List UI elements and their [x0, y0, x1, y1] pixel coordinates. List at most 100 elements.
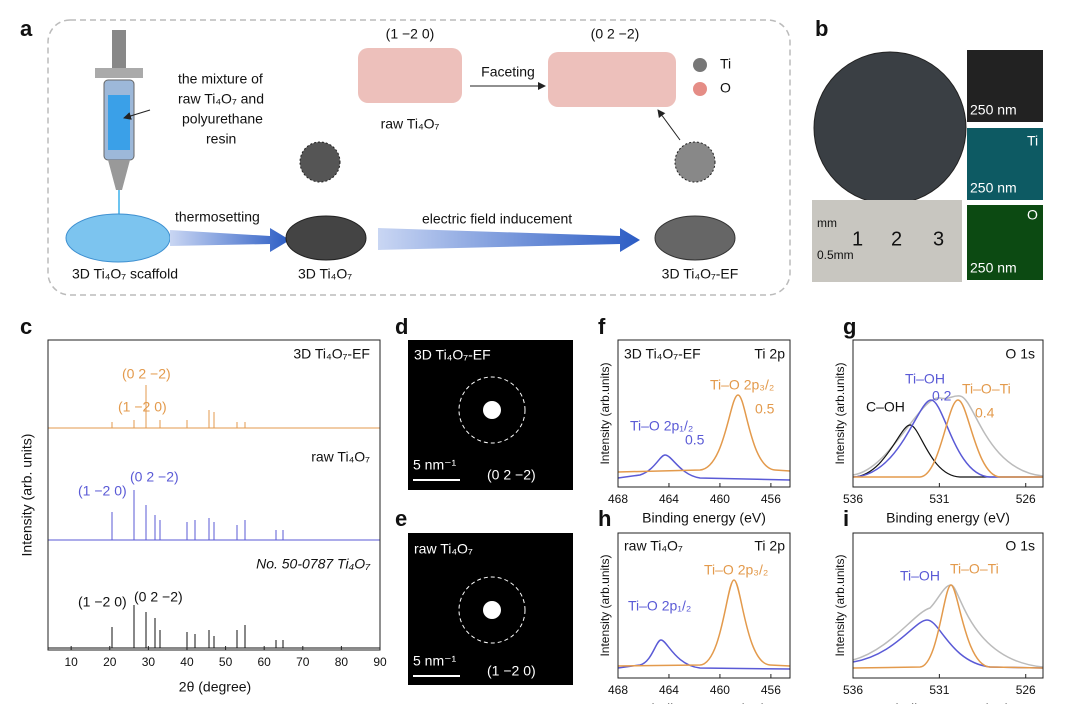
y-label: Intensity (arb.units) — [598, 554, 612, 656]
trace-name: No. 50-0787 Ti₄O₇ — [256, 556, 371, 572]
ruler-unit: mm — [817, 216, 837, 230]
zoom — [299, 141, 341, 183]
panel-g: g O 1s C–OH Ti–OH 0.2 Ti–O–Ti 0.4 — [843, 314, 1044, 478]
x-tick-label: 531 — [929, 683, 949, 697]
x-tick-label: 456 — [761, 683, 781, 697]
x-tick-label: 526 — [1016, 492, 1036, 506]
plot-frame — [617, 532, 791, 679]
shift: 0.5 — [755, 401, 775, 417]
peak: Ti–O 2p₃/₂ — [704, 562, 768, 578]
panel-d: d 3D Ti₄O₇-EF 5 nm⁻¹ (0 2 −2) — [395, 314, 573, 490]
shift: 0.2 — [932, 388, 952, 404]
x-tick-label: 468 — [608, 492, 628, 506]
plot-frame — [852, 532, 1044, 679]
panel-label: d — [395, 314, 408, 339]
pointer — [123, 109, 151, 120]
hkl: (1 −2 0) — [78, 483, 127, 499]
trace-name: raw Ti₄O₇ — [311, 449, 370, 465]
plot-frame — [617, 339, 791, 488]
y-label: Intensity (arb.units) — [833, 362, 847, 464]
x-tick-label: 30 — [142, 655, 156, 669]
element: Ti — [1027, 133, 1038, 149]
panel-i: i O 1s Ti–OH Ti–O–Ti — [843, 506, 1044, 669]
x-tick-label: 536 — [843, 683, 863, 697]
arrow — [378, 228, 640, 252]
syringe — [95, 30, 143, 215]
sample — [813, 51, 967, 205]
scale-bar: 250 nm — [970, 180, 1017, 196]
shift: 0.4 — [975, 405, 995, 421]
x-tick-label: 464 — [659, 492, 679, 506]
hkl: (0 2 −2) — [130, 469, 179, 485]
panel-f: f 3D Ti₄O₇-EF Ti 2p Ti–O 2p₁/₂ 0.5 Ti–O … — [598, 314, 791, 481]
trace-name: 3D Ti₄O₇-EF — [293, 346, 370, 362]
crystal — [548, 52, 676, 107]
shift: 0.5 — [685, 432, 705, 448]
caption: 3D Ti₄O₇ scaffold — [72, 266, 178, 282]
image-title: raw Ti₄O₇ — [414, 541, 473, 557]
scaffold-ef — [654, 215, 736, 261]
sample: raw Ti₄O₇ — [624, 538, 683, 554]
panel-label: b — [815, 16, 828, 41]
note: raw Ti₄O₇ and — [178, 91, 264, 107]
trace — [48, 490, 380, 541]
x-tick-label: 536 — [843, 492, 863, 506]
plot-frame — [852, 339, 1044, 488]
scale-bar: 250 nm — [970, 102, 1017, 118]
peak: Ti–O–Ti — [962, 381, 1011, 397]
arrow — [170, 228, 290, 252]
scale-bar: 5 nm⁻¹ — [413, 653, 457, 669]
panel-e: e raw Ti₄O₇ 5 nm⁻¹ (1 −2 0) — [395, 506, 573, 685]
x-tick-label: 526 — [1016, 683, 1036, 697]
frame — [47, 19, 791, 296]
sample: 3D Ti₄O₇-EF — [624, 346, 701, 362]
panel-label: c — [20, 314, 32, 339]
scale-bar: 250 nm — [970, 260, 1017, 276]
core: Ti 2p — [754, 346, 785, 362]
x-tick-label: 464 — [659, 683, 679, 697]
panel-label: h — [598, 506, 611, 531]
panel-a: a the mixture of raw Ti₄O₇ and polyureth… — [20, 16, 791, 296]
y-label: Intensity (arb.units) — [598, 362, 612, 464]
note: the mixture of — [178, 71, 263, 87]
hkl: (1 −2 0) — [78, 594, 127, 610]
scale-bar: 5 nm⁻¹ — [413, 457, 457, 473]
image-title: 3D Ti₄O₇-EF — [414, 347, 491, 363]
scaffold-dark — [285, 215, 367, 261]
sem — [967, 50, 1043, 122]
peak: Ti–O 2p₃/₂ — [710, 377, 774, 393]
trace — [48, 385, 380, 429]
trace — [48, 605, 380, 649]
x-tick-label: 60 — [258, 655, 272, 669]
panel-label: i — [843, 506, 849, 531]
caption: 3D Ti₄O₇ — [298, 266, 352, 282]
panel-label: a — [20, 16, 33, 41]
caption: 3D Ti₄O₇-EF — [662, 266, 739, 282]
peak: Ti–OH — [905, 371, 945, 387]
y-label: Intensity (arb.units) — [833, 554, 847, 656]
hkl: (0 2 −2) — [134, 589, 183, 605]
pointer — [657, 109, 681, 141]
x-label: Binding energy (eV) — [886, 510, 1010, 526]
hkl: (1 −2 0) — [118, 399, 167, 415]
y-label: Intensity (arb. units) — [19, 434, 35, 557]
peak: Ti–O 2p₁/₂ — [628, 598, 691, 614]
x-label: 2θ (degree) — [179, 679, 251, 695]
hkl: (0 2 −2) — [122, 366, 171, 382]
x-tick-label: 80 — [335, 655, 349, 669]
ruler — [812, 200, 962, 282]
x-tick-label: 468 — [608, 683, 628, 697]
caption: raw Ti₄O₇ — [381, 116, 440, 132]
map-o — [967, 205, 1043, 280]
peak: C–OH — [866, 399, 905, 415]
ruler-number: 2 — [891, 228, 902, 250]
x-label: Binding energy (eV) — [886, 701, 1010, 704]
map-ti — [967, 128, 1043, 200]
x-tick-label: 90 — [373, 655, 387, 669]
plot-frame — [47, 339, 381, 651]
panel-label: g — [843, 314, 856, 339]
peak: Ti–O–Ti — [950, 561, 999, 577]
x-tick-label: 40 — [180, 655, 194, 669]
note: polyurethane — [182, 111, 263, 127]
